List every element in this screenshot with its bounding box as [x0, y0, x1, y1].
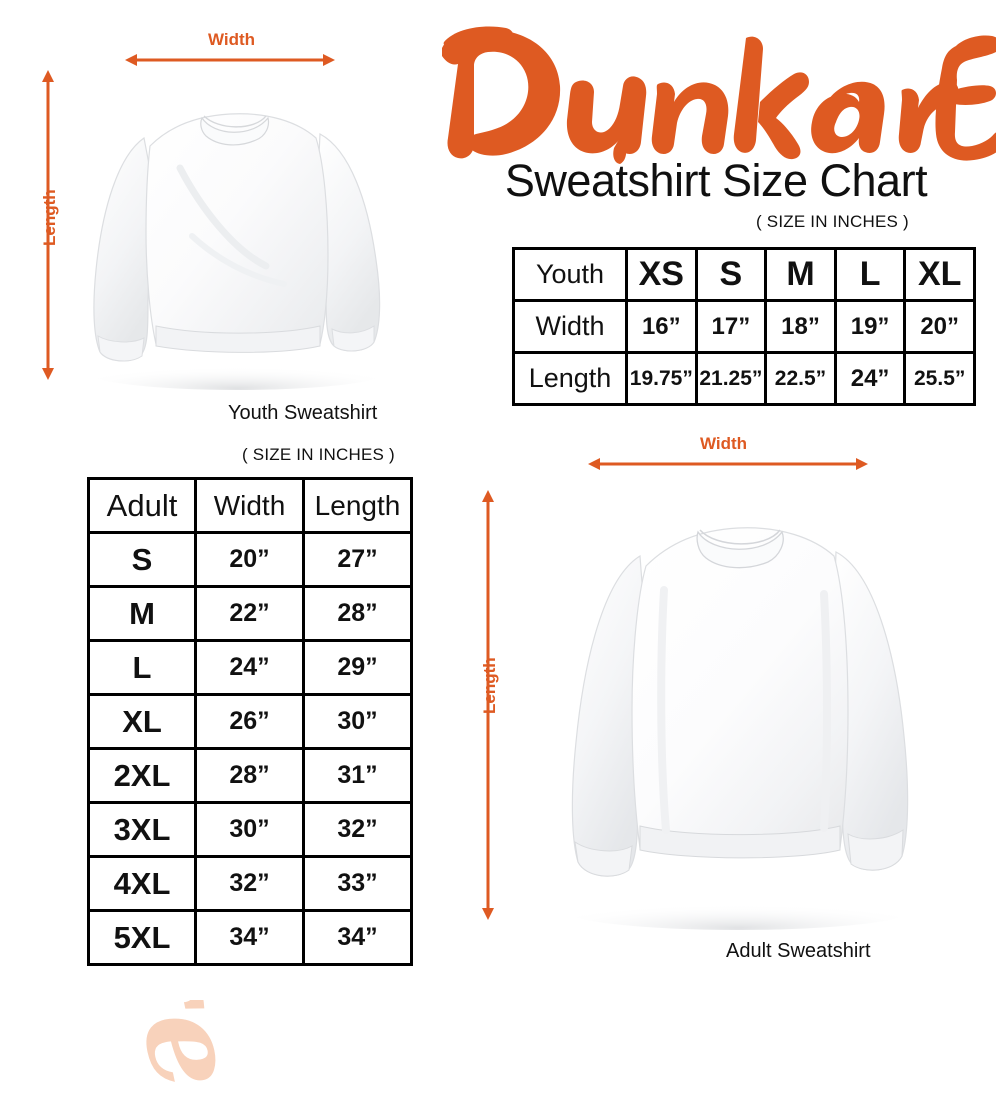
adult-size-s: S — [87, 531, 197, 588]
adult-width-arrow-icon — [588, 458, 868, 470]
adult-size-3xl: 3XL — [87, 801, 197, 858]
table-row: Length 19.75” 21.25” 22.5” 24” 25.5” — [512, 351, 976, 406]
table-row: XL 26” 30” — [87, 693, 413, 750]
youth-size-header-xl: XL — [903, 247, 976, 302]
youth-row-header-width: Width — [512, 299, 628, 354]
youth-table-corner-header: Youth — [512, 247, 628, 302]
adult-size-2xl: 2XL — [87, 747, 197, 804]
youth-size-in-inches-note: ( SIZE IN INCHES ) — [756, 212, 909, 231]
youth-figure-caption: Youth Sweatshirt — [228, 402, 378, 424]
youth-width-xs: 16” — [625, 299, 698, 354]
youth-length-arrow-icon — [42, 70, 54, 380]
adult-length-arrow-icon — [482, 490, 494, 920]
adult-width-m: 22” — [194, 585, 305, 642]
table-row: M 22” 28” — [87, 585, 413, 642]
youth-size-header-l: L — [833, 247, 907, 302]
adult-size-m: M — [87, 585, 197, 642]
youth-sweatshirt-illustration — [52, 60, 422, 390]
youth-row-header-length: Length — [512, 351, 628, 406]
adult-length-5xl: 34” — [302, 909, 413, 966]
brand-logo — [436, 24, 996, 164]
youth-size-table: Youth XS S M L XL Width 16” 17” 18” 19” … — [512, 247, 976, 406]
youth-size-header-s: S — [694, 247, 768, 302]
adult-length-2xl: 31” — [302, 747, 413, 804]
adult-width-xl: 26” — [194, 693, 305, 750]
adult-width-3xl: 30” — [194, 801, 305, 858]
adult-length-s: 27” — [302, 531, 413, 588]
table-row: S 20” 27” — [87, 531, 413, 588]
adult-size-4xl: 4XL — [87, 855, 197, 912]
table-row: 5XL 34” 34” — [87, 909, 413, 966]
adult-col-header-length: Length — [302, 477, 413, 534]
youth-width-m: 18” — [764, 299, 837, 354]
adult-length-4xl: 33” — [302, 855, 413, 912]
adult-width-l: 24” — [194, 639, 305, 696]
page-title: Sweatshirt Size Chart — [504, 155, 928, 206]
adult-width-5xl: 34” — [194, 909, 305, 966]
adult-length-xl: 30” — [302, 693, 413, 750]
adult-width-4xl: 32” — [194, 855, 305, 912]
adult-width-s: 20” — [194, 531, 305, 588]
youth-length-xl: 25.5” — [903, 351, 976, 406]
adult-width-dimension-label: Width — [700, 434, 748, 453]
youth-width-xl: 20” — [903, 299, 976, 354]
adult-col-header-size: Adult — [87, 477, 197, 534]
youth-width-l: 19” — [833, 299, 907, 354]
table-row: L 24” 29” — [87, 639, 413, 696]
table-row: Adult Width Length — [87, 477, 413, 534]
table-row: Width 16” 17” 18” 19” 20” — [512, 299, 976, 354]
adult-width-2xl: 28” — [194, 747, 305, 804]
adult-size-5xl: 5XL — [87, 909, 197, 966]
adult-size-table: Adult Width Length S 20” 27” M 22” 28” L… — [87, 477, 413, 966]
youth-length-xs: 19.75” — [625, 351, 698, 406]
adult-size-in-inches-note: ( SIZE IN INCHES ) — [242, 445, 395, 464]
youth-size-header-xs: XS — [625, 247, 698, 302]
table-row: 2XL 28” 31” — [87, 747, 413, 804]
adult-size-l: L — [87, 639, 197, 696]
adult-figure-caption: Adult Sweatshirt — [726, 940, 871, 962]
adult-length-m: 28” — [302, 585, 413, 642]
youth-size-header-m: M — [764, 247, 837, 302]
table-row: 4XL 32” 33” — [87, 855, 413, 912]
adult-col-header-width: Width — [194, 477, 305, 534]
youth-width-dimension-label: Width — [208, 30, 256, 49]
adult-size-xl: XL — [87, 693, 197, 750]
adult-sweatshirt-illustration — [528, 470, 948, 930]
table-row: 3XL 30” 32” — [87, 801, 413, 858]
youth-length-l: 24” — [833, 351, 907, 406]
adult-length-3xl: 32” — [302, 801, 413, 858]
table-row: Youth XS S M L XL — [512, 247, 976, 302]
youth-length-m: 22.5” — [764, 351, 837, 406]
youth-width-s: 17” — [694, 299, 768, 354]
youth-width-arrow-icon — [125, 54, 335, 66]
adult-length-l: 29” — [302, 639, 413, 696]
youth-length-s: 21.25” — [694, 351, 768, 406]
